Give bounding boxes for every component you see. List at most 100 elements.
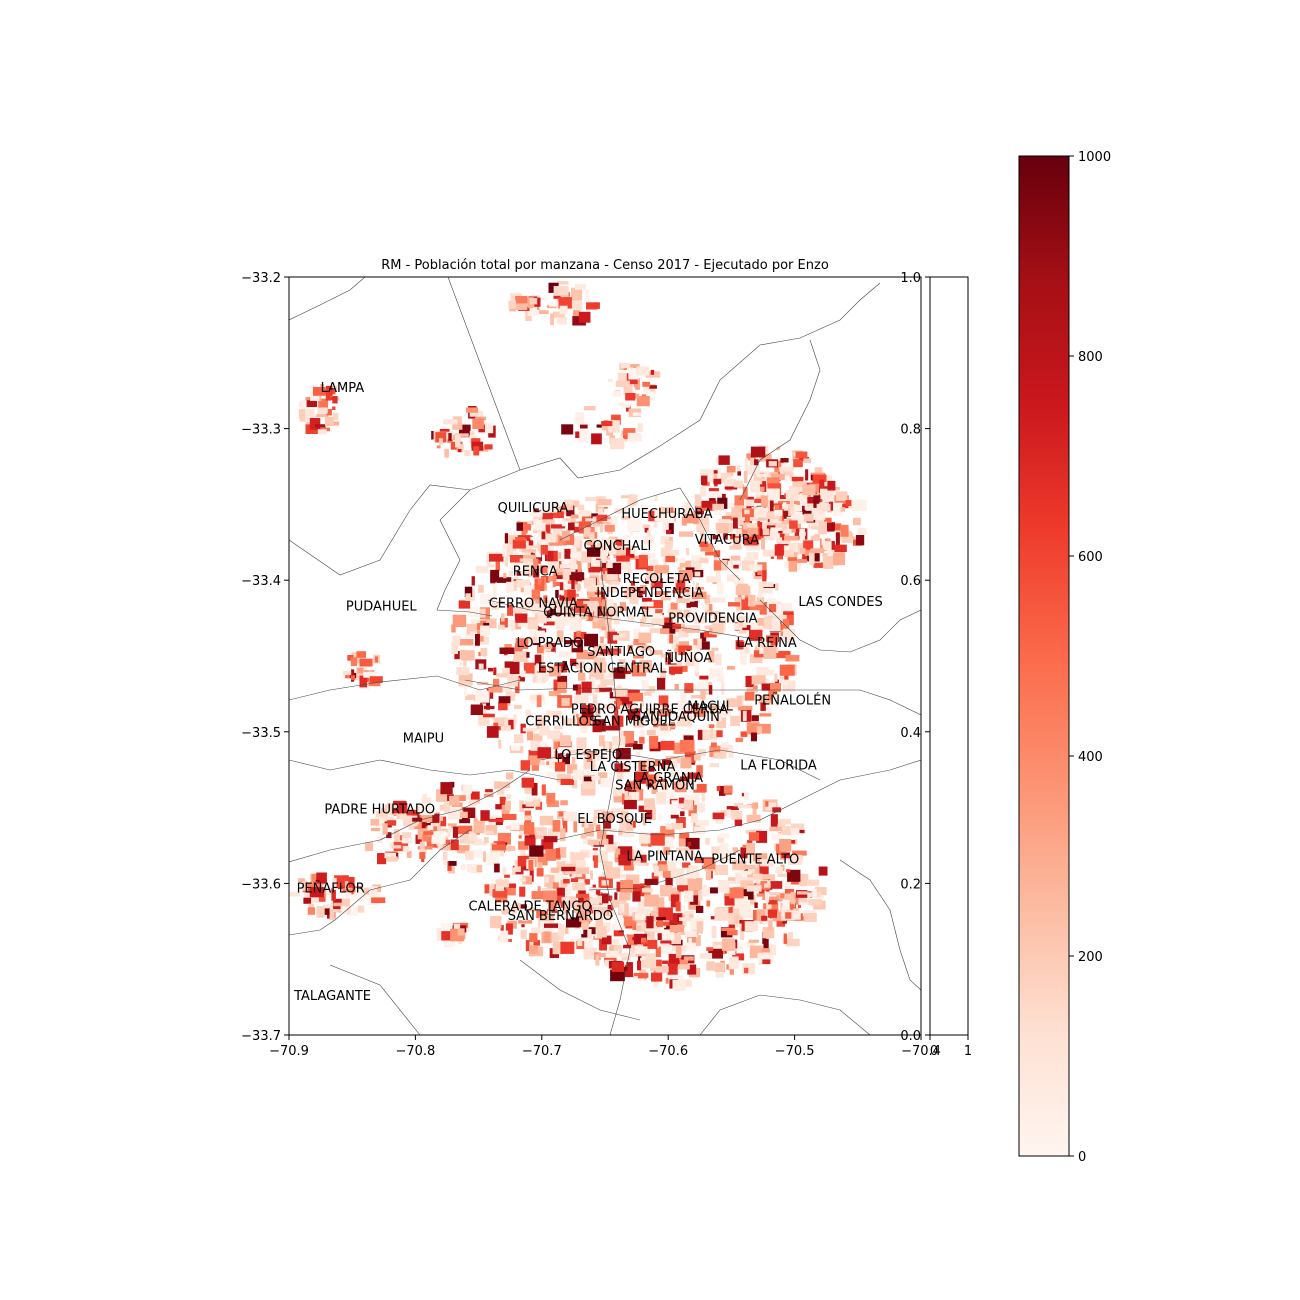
census-block bbox=[546, 848, 556, 861]
census-block bbox=[481, 703, 487, 716]
census-block bbox=[819, 479, 825, 492]
census-block bbox=[815, 887, 827, 895]
census-block bbox=[597, 499, 612, 506]
census-block bbox=[694, 616, 706, 624]
census-block bbox=[821, 483, 831, 488]
census-block bbox=[659, 789, 675, 798]
census-block bbox=[764, 678, 769, 686]
census-block bbox=[671, 823, 683, 830]
census-block bbox=[594, 657, 606, 671]
census-block bbox=[591, 776, 600, 781]
census-block bbox=[845, 533, 854, 537]
census-block bbox=[529, 933, 538, 942]
census-block bbox=[545, 552, 549, 562]
census-block bbox=[601, 599, 607, 612]
census-block bbox=[812, 518, 825, 523]
census-block bbox=[732, 847, 739, 853]
census-block bbox=[417, 815, 422, 820]
census-block bbox=[621, 956, 631, 961]
census-block bbox=[670, 652, 678, 664]
census-block bbox=[686, 548, 690, 556]
census-block bbox=[785, 654, 800, 662]
census-block bbox=[475, 565, 489, 573]
census-block bbox=[793, 839, 798, 845]
census-block bbox=[762, 549, 778, 557]
boundary-line bbox=[539, 749, 821, 781]
census-block bbox=[529, 512, 543, 518]
census-block bbox=[593, 609, 598, 622]
census-block bbox=[659, 943, 670, 947]
census-block bbox=[750, 564, 763, 571]
census-block bbox=[464, 450, 471, 457]
census-block bbox=[739, 629, 747, 634]
census-block bbox=[379, 816, 395, 821]
census-block bbox=[577, 717, 592, 726]
census-block bbox=[488, 821, 495, 825]
census-block bbox=[573, 900, 582, 913]
commune-label: LA REINA bbox=[737, 636, 797, 651]
census-block bbox=[449, 795, 460, 806]
census-block bbox=[736, 695, 742, 707]
census-block bbox=[774, 460, 784, 473]
census-block bbox=[745, 499, 755, 507]
census-block bbox=[647, 530, 651, 537]
census-block bbox=[548, 576, 557, 582]
census-block bbox=[580, 608, 589, 620]
census-block bbox=[502, 814, 517, 820]
boundary-line bbox=[759, 599, 921, 653]
census-block bbox=[500, 725, 511, 732]
census-block bbox=[564, 504, 574, 511]
census-block bbox=[687, 878, 703, 890]
census-block bbox=[769, 604, 777, 613]
census-block bbox=[536, 695, 542, 708]
census-block bbox=[727, 880, 739, 885]
census-block bbox=[749, 601, 763, 611]
census-block bbox=[669, 634, 673, 644]
census-block bbox=[672, 624, 681, 629]
census-block bbox=[720, 927, 733, 938]
census-block bbox=[718, 833, 730, 839]
census-block bbox=[502, 684, 512, 692]
census-block bbox=[627, 614, 635, 621]
census-block bbox=[521, 777, 534, 788]
census-block bbox=[580, 424, 588, 429]
census-block bbox=[645, 578, 649, 584]
census-block bbox=[559, 564, 573, 569]
census-block bbox=[636, 366, 649, 376]
census-block bbox=[781, 519, 794, 525]
census-block bbox=[803, 458, 812, 463]
census-block bbox=[729, 965, 734, 975]
census-block bbox=[742, 889, 754, 900]
boundary-line bbox=[487, 599, 761, 641]
census-block bbox=[417, 846, 433, 850]
census-block bbox=[580, 834, 587, 839]
census-block bbox=[595, 504, 605, 513]
census-block bbox=[567, 589, 576, 601]
census-block bbox=[542, 539, 554, 550]
census-block bbox=[484, 837, 489, 844]
census-block bbox=[720, 745, 733, 753]
census-block bbox=[510, 559, 521, 571]
census-block bbox=[727, 465, 736, 473]
census-block bbox=[562, 530, 570, 541]
census-block bbox=[544, 931, 550, 943]
commune-label: QUILICURA bbox=[498, 501, 569, 516]
census-block bbox=[637, 423, 643, 432]
census-block bbox=[612, 787, 623, 800]
census-block bbox=[558, 552, 563, 560]
census-block bbox=[802, 484, 816, 495]
census-block bbox=[627, 644, 633, 652]
census-block bbox=[714, 615, 718, 620]
census-block bbox=[717, 880, 730, 893]
census-block bbox=[791, 476, 804, 482]
census-block bbox=[423, 831, 434, 835]
census-block bbox=[463, 785, 472, 794]
census-block bbox=[761, 702, 772, 714]
census-block bbox=[603, 834, 614, 845]
census-block bbox=[771, 833, 782, 841]
census-block bbox=[492, 844, 506, 851]
commune-label: CALERA DE TANGO bbox=[469, 900, 592, 915]
census-block bbox=[654, 865, 663, 877]
census-block bbox=[633, 655, 644, 659]
